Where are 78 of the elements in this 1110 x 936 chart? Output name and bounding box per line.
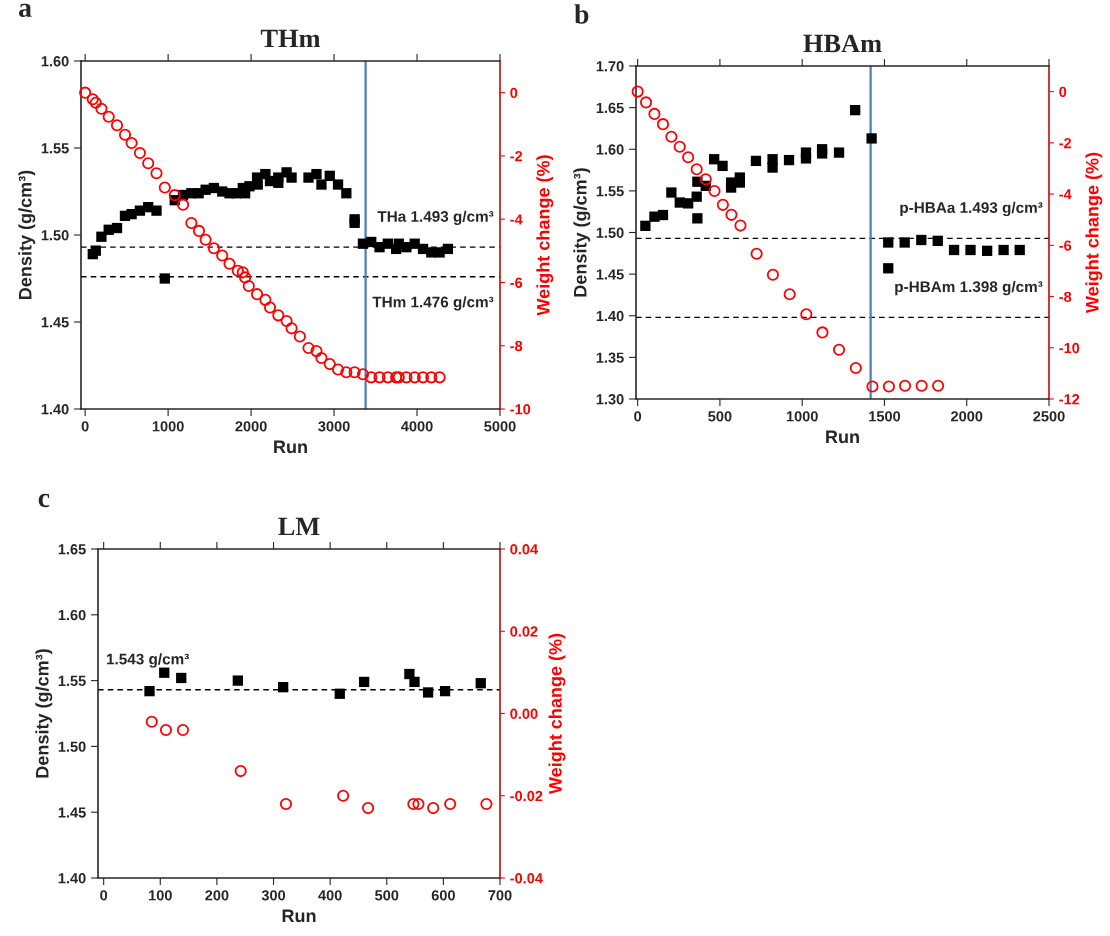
- x-tick-label: 300: [261, 890, 286, 901]
- y2-tick-label: -0.04: [510, 873, 543, 884]
- y-tick-label: 1.40: [41, 404, 69, 415]
- y-tick-label: 1.45: [41, 317, 69, 328]
- y-tick-label: 1.55: [58, 675, 86, 687]
- x-tick-label: 500: [375, 890, 399, 901]
- y2-tick-label: -12: [1059, 394, 1080, 405]
- y-tick-label: 1.60: [596, 144, 624, 155]
- y2-tick-label: 0.00: [510, 708, 538, 719]
- y2-tick-label: -6: [510, 277, 523, 288]
- chart-title: LM: [278, 517, 320, 536]
- y-axis-title: Density (g/cm³): [573, 168, 591, 297]
- x-tick-label: 2000: [235, 421, 267, 432]
- x-tick-label: 500: [708, 411, 732, 422]
- x-tick-label: 0: [81, 421, 89, 432]
- y2-tick-label: -6: [1059, 240, 1072, 251]
- x-tick-label: 2000: [951, 411, 983, 422]
- y2-tick-label: -2: [510, 151, 523, 162]
- text: c: [38, 493, 50, 508]
- y-tick-label: 1.50: [41, 230, 69, 241]
- x-tick-label: 0: [634, 411, 642, 422]
- y-tick-label: 1.45: [58, 807, 86, 818]
- y-tick-label: 1.55: [596, 186, 624, 197]
- y-tick-label: 1.40: [58, 873, 86, 884]
- y2-axis-title: Weight change (%): [1085, 152, 1103, 314]
- ref-line-label: p-HBAm 1.398 g/cm³: [895, 280, 1043, 296]
- y-axis-title: Density (g/cm³): [18, 170, 36, 299]
- y2-tick-label: -4: [1059, 189, 1072, 200]
- x-tick-label: 5000: [484, 421, 516, 432]
- y2-axis-title: Weight change (%): [536, 155, 554, 316]
- y-tick-label: 1.60: [58, 609, 86, 621]
- x-tick-label: 100: [149, 890, 172, 901]
- x-axis-title: Run: [826, 430, 859, 444]
- x-tick-label: 2500: [1033, 411, 1065, 422]
- x-tick-label: 1000: [786, 411, 818, 422]
- x-tick-label: 1500: [869, 411, 901, 422]
- y2-tick-label: -0.02: [510, 790, 543, 802]
- y2-tick-label: -2: [1059, 137, 1072, 149]
- x-axis-title: Run: [274, 440, 307, 454]
- x-axis-title: Run: [282, 909, 316, 923]
- y2-tick-label: -10: [1059, 342, 1080, 354]
- x-tick-label: 600: [431, 890, 455, 901]
- y-tick-label: 1.45: [596, 269, 624, 280]
- x-tick-label: 0: [100, 890, 108, 901]
- y-tick-label: 1.70: [596, 61, 624, 72]
- y-tick-label: 1.35: [596, 352, 624, 363]
- y-tick-label: 1.50: [596, 227, 624, 238]
- ref-line-label: 1.543 g/cm³: [107, 653, 189, 668]
- y-tick-label: 1.40: [596, 310, 624, 322]
- y-tick-label: 1.55: [41, 143, 69, 154]
- chart-title: HBAm: [803, 34, 882, 53]
- ref-line-label: THa 1.493 g/cm³: [377, 210, 494, 225]
- ref-line-label: THm 1.476 g/cm³: [372, 296, 494, 311]
- x-tick-label: 3000: [318, 421, 350, 432]
- y2-tick-label: -10: [510, 404, 531, 415]
- y-tick-label: 1.65: [58, 544, 86, 555]
- ref-line-label: p-HBAa 1.493 g/cm³: [900, 201, 1043, 217]
- text: a: [19, 3, 32, 18]
- text: b: [574, 4, 589, 24]
- chart-title: THm: [260, 29, 321, 48]
- y-axis-title: Density (g/cm³): [35, 649, 53, 778]
- y2-axis-title: Weight change (%): [548, 633, 566, 795]
- y2-tick-label: -4: [510, 214, 523, 225]
- y-tick-label: 1.65: [596, 102, 624, 114]
- x-tick-label: 4000: [401, 421, 433, 432]
- x-tick-label: 400: [318, 890, 342, 901]
- x-tick-label: 1000: [152, 421, 184, 432]
- y2-tick-label: 0: [510, 87, 518, 99]
- y2-tick-label: -8: [1059, 291, 1072, 302]
- y-tick-label: 1.30: [596, 394, 624, 405]
- x-tick-label: 700: [488, 890, 512, 901]
- y2-tick-label: 0.02: [510, 626, 538, 637]
- y2-tick-label: 0.04: [510, 544, 539, 555]
- y-tick-label: 1.50: [58, 741, 86, 752]
- y2-tick-label: -8: [510, 340, 523, 352]
- x-tick-label: 200: [205, 890, 229, 901]
- y2-tick-label: 0: [1059, 86, 1067, 98]
- y-tick-label: 1.60: [41, 56, 69, 67]
